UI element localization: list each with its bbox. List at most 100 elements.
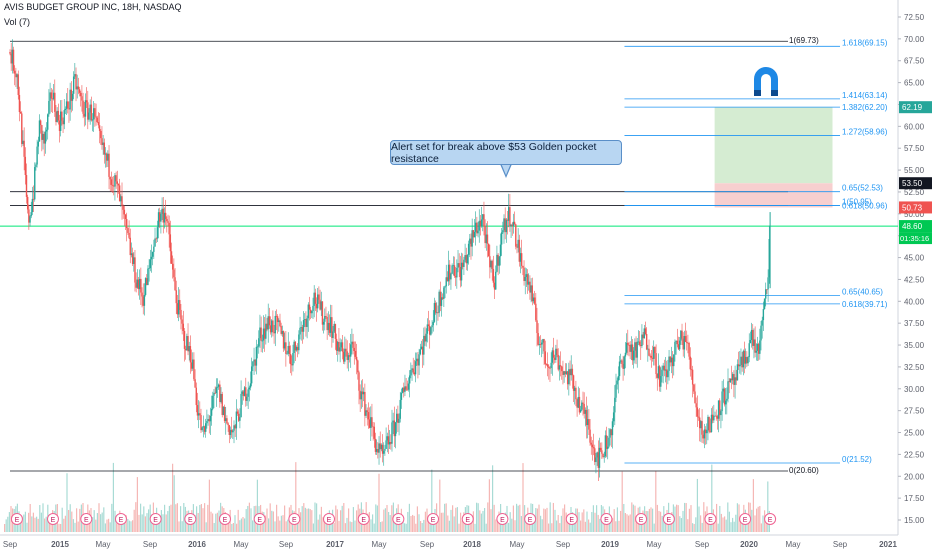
candle-body [341, 342, 344, 352]
volume-bar [207, 504, 209, 532]
earnings-marker-label: E [15, 517, 20, 524]
volume-indicator-label[interactable]: Vol (7) [4, 17, 31, 27]
candle-body [457, 263, 459, 268]
volume-bar [146, 513, 148, 532]
earnings-marker-label: E [396, 517, 401, 524]
earnings-marker-label: E [84, 517, 89, 524]
volume-bar [208, 479, 210, 532]
volume-bar [37, 518, 39, 532]
volume-bar [391, 505, 393, 532]
candle-body [695, 403, 697, 408]
volume-bar [333, 522, 335, 532]
volume-bar [228, 516, 230, 532]
volume-bar [40, 512, 42, 532]
volume-bar [501, 523, 503, 532]
candle-body [273, 331, 275, 334]
volume-bar [541, 519, 543, 532]
volume-bar [516, 503, 518, 532]
earnings-marker-icon [357, 513, 370, 525]
candle-body [148, 268, 150, 269]
candle-body [267, 316, 269, 330]
candle-body [485, 234, 488, 244]
volume-bar [688, 508, 690, 532]
candle-body [762, 309, 765, 321]
candle-body [707, 416, 709, 431]
time-tick-label: 2018 [463, 540, 481, 549]
candle-body [462, 262, 464, 267]
candle-body [189, 346, 192, 363]
candle-body [594, 448, 596, 463]
volume-bar [79, 508, 81, 532]
candle-body [384, 448, 386, 451]
earnings-marker-icon [288, 513, 301, 525]
volume-bar [618, 520, 620, 532]
candle-body [29, 216, 31, 223]
candle-body [197, 413, 200, 416]
volume-bar [439, 479, 441, 532]
candle-body [306, 318, 308, 327]
volume-bar [394, 518, 396, 532]
volume-bar [445, 503, 447, 532]
candle-body [445, 277, 447, 287]
volume-bar [636, 518, 638, 532]
volume-bar [215, 513, 217, 532]
candle-body [82, 100, 84, 114]
candle-body [298, 334, 300, 351]
volume-bar [301, 506, 303, 532]
volume-bar [29, 504, 31, 532]
candle-body [266, 323, 268, 330]
candle-body [262, 328, 265, 341]
candle-body [703, 429, 706, 439]
candle-body [379, 443, 381, 450]
candle-body [321, 301, 324, 325]
candle-body [154, 238, 156, 247]
candle-body [133, 257, 135, 264]
candle-body [105, 153, 108, 161]
candle-body [311, 310, 313, 314]
volume-bar [127, 518, 129, 532]
candle-body [157, 212, 160, 228]
volume-bar [178, 521, 180, 532]
volume-bar [114, 510, 116, 532]
candle-body [386, 436, 388, 441]
candle-body [344, 348, 346, 362]
volume-bar [757, 506, 759, 532]
earnings-marker-icon [496, 513, 509, 525]
volume-bar [444, 503, 446, 532]
volume-bar [708, 523, 710, 532]
volume-bar [703, 502, 705, 532]
volume-bar [287, 519, 289, 532]
candle-body [525, 274, 528, 278]
candle-body [93, 108, 95, 120]
volume-bar [492, 465, 494, 532]
candle-body [582, 402, 584, 404]
candle-body [235, 411, 238, 429]
volume-bar [562, 508, 564, 532]
candle-body [136, 279, 139, 288]
alert-callout[interactable]: Alert set for break above $53 Golden poc… [390, 140, 622, 165]
volume-bar [684, 502, 686, 532]
candle-body [654, 347, 656, 354]
candle-body [167, 221, 169, 223]
candle-body [217, 384, 220, 387]
candle-body [84, 100, 87, 117]
candle-body [643, 328, 645, 339]
volume-bar [653, 523, 655, 532]
candle-body [505, 219, 508, 233]
candle-body [544, 351, 546, 365]
volume-bar [437, 520, 439, 532]
candle-body [74, 74, 76, 77]
earnings-marker-label: E [708, 517, 713, 524]
candle-body [621, 360, 623, 364]
candle-body [202, 426, 205, 428]
candle-body [651, 357, 654, 359]
candle-body [17, 74, 19, 95]
volume-bar [368, 512, 370, 532]
volume-bar [247, 505, 249, 532]
candle-body [39, 120, 42, 126]
volume-bar [554, 509, 556, 532]
candle-body [359, 390, 361, 400]
candle-body [469, 238, 471, 244]
